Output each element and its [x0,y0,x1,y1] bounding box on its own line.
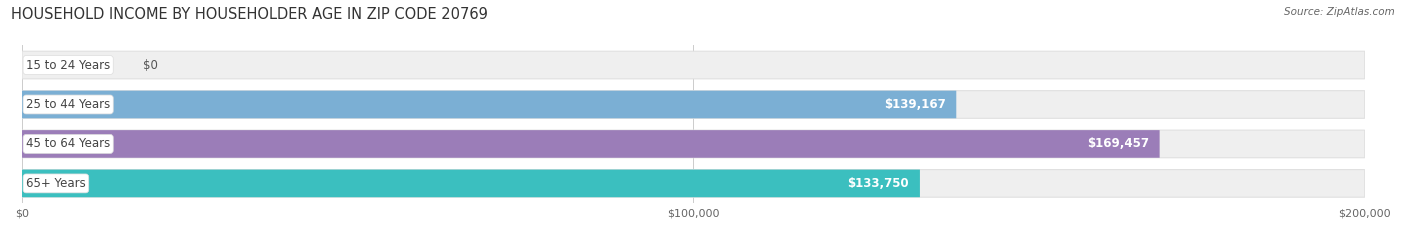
FancyBboxPatch shape [22,91,1365,118]
FancyBboxPatch shape [22,170,1365,197]
Text: 15 to 24 Years: 15 to 24 Years [27,58,110,72]
Text: 45 to 64 Years: 45 to 64 Years [27,137,110,151]
Text: 25 to 44 Years: 25 to 44 Years [27,98,110,111]
Text: $139,167: $139,167 [884,98,946,111]
Text: Source: ZipAtlas.com: Source: ZipAtlas.com [1284,7,1395,17]
Text: $0: $0 [143,58,157,72]
FancyBboxPatch shape [22,91,956,118]
FancyBboxPatch shape [22,51,1365,79]
FancyBboxPatch shape [22,130,1365,158]
Text: $169,457: $169,457 [1087,137,1149,151]
Text: HOUSEHOLD INCOME BY HOUSEHOLDER AGE IN ZIP CODE 20769: HOUSEHOLD INCOME BY HOUSEHOLDER AGE IN Z… [11,7,488,22]
Text: 65+ Years: 65+ Years [27,177,86,190]
FancyBboxPatch shape [22,130,1160,158]
FancyBboxPatch shape [22,170,920,197]
Text: $133,750: $133,750 [848,177,910,190]
